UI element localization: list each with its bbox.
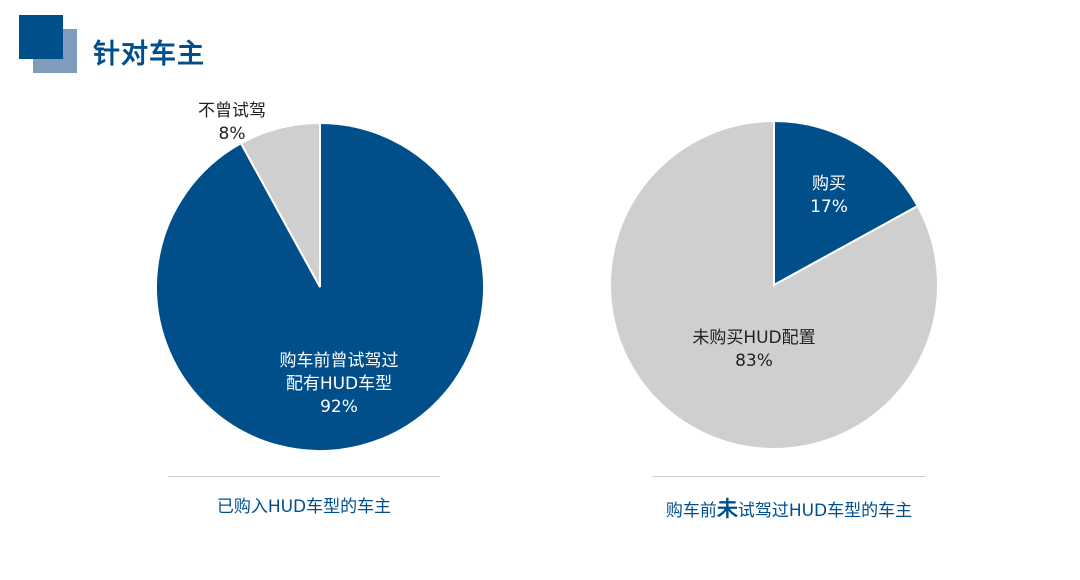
- pie-1-slice-not-test-driven: [239, 121, 321, 288]
- pie-2-slice-purchased: [773, 119, 920, 287]
- pie-2-caption: 购车前未试驾过HUD车型的车主: [620, 493, 958, 523]
- divider-left: [168, 476, 440, 477]
- pie-1-label-test-driven-line1: 购车前曾试驾过: [280, 351, 399, 371]
- pie-2-label-not-purchased-pct: 83%: [735, 351, 773, 371]
- pie-chart-1: [155, 121, 485, 452]
- pie-2-slice-not-purchased: [609, 119, 939, 450]
- pie-2-label-purchased-pct: 17%: [810, 197, 848, 217]
- pie-2-caption-emphasis: 未: [716, 497, 738, 521]
- pie-chart-2: [609, 119, 939, 450]
- pie-2-caption-after: 试驾过HUD车型的车主: [737, 501, 913, 521]
- pie-2-label-not-purchased-name: 未购买HUD配置: [692, 328, 815, 348]
- pie-1-caption: 已购入HUD车型的车主: [216, 497, 392, 517]
- pie-2-caption-before: 购车前: [665, 501, 717, 521]
- pie-1-label-test-driven-line2: 配有HUD车型: [286, 374, 392, 394]
- pie-1-label-not-test-driven-pct: 8%: [219, 124, 246, 144]
- pie-2-label-purchased-name: 购买: [812, 174, 846, 194]
- pie-1-label-not-test-driven-name: 不曾试驾: [198, 101, 266, 121]
- divider-right: [652, 476, 926, 477]
- pie-1-label-test-driven-pct: 92%: [320, 397, 358, 417]
- page-title: 针对车主: [93, 39, 205, 70]
- title-decoration-front: [19, 15, 63, 59]
